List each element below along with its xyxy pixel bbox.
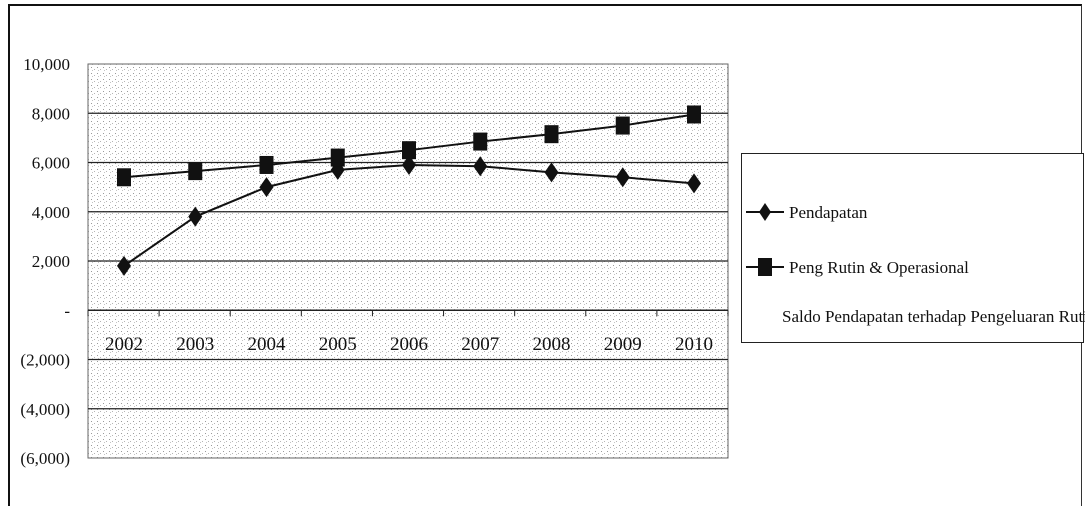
data-point-diamond xyxy=(544,162,559,183)
data-point-square xyxy=(473,132,488,151)
legend: Pendapatan Peng Rutin & Operasional Saldo … xyxy=(741,153,1086,343)
y-tick-label: (2,000) xyxy=(20,351,70,370)
x-tick-label: 2008 xyxy=(533,334,571,355)
y-tick-label: (4,000) xyxy=(20,400,70,419)
legend-diamond-marker xyxy=(759,203,771,221)
data-point-square xyxy=(687,105,701,124)
x-tick-label: 2009 xyxy=(604,334,642,355)
data-point-square xyxy=(544,125,559,144)
x-tick-label: 2006 xyxy=(390,334,428,355)
y-axis-ticks: 10,000 8,000 6,000 4,000 2,000 - (2,000) (4,000… xyxy=(20,55,70,468)
y-tick-label: 2,000 xyxy=(32,252,70,271)
series-layer xyxy=(117,105,701,276)
data-point-square xyxy=(188,162,203,181)
gridlines xyxy=(87,112,729,410)
legend-label: Pendapatan xyxy=(789,203,868,222)
data-point-square xyxy=(330,148,345,167)
y-tick-label: 6,000 xyxy=(32,154,70,173)
x-tick-label: 2003 xyxy=(176,334,214,355)
data-point-diamond xyxy=(188,206,203,227)
data-point-square xyxy=(402,141,416,160)
y-tick-label: - xyxy=(64,301,70,320)
x-tick-label: 2005 xyxy=(319,334,357,355)
data-point-square xyxy=(259,155,274,174)
legend-square-marker xyxy=(758,258,772,276)
y-tick-label: (6,000) xyxy=(20,449,70,468)
data-point-diamond xyxy=(615,167,630,188)
data-point-diamond xyxy=(117,255,131,276)
legend-label: Peng Rutin & Operasional xyxy=(789,258,969,277)
x-tick-label: 2010 xyxy=(675,334,713,355)
legend-svg: Pendapatan Peng Rutin & Operasional Saldo … xyxy=(746,203,1086,326)
y-tick-label: 8,000 xyxy=(32,104,70,123)
legend-label: Saldo Pendapatan terhadap Pengeluaran Ru… xyxy=(782,307,1085,326)
data-point-diamond xyxy=(473,156,488,177)
x-tick-label: 2002 xyxy=(105,334,143,355)
data-point-square xyxy=(615,116,630,135)
y-tick-label: 10,000 xyxy=(23,55,70,74)
x-axis-ticks: 2002 2003 2004 2005 2006 2007 2008 2009 2010 xyxy=(105,334,713,355)
data-point-diamond xyxy=(259,177,274,198)
data-point-diamond xyxy=(687,173,701,194)
data-point-diamond xyxy=(402,154,416,175)
data-point-square xyxy=(117,168,131,187)
x-tick-label: 2004 xyxy=(248,334,287,355)
y-tick-label: 4,000 xyxy=(32,203,70,222)
x-tick-label: 2007 xyxy=(461,334,499,355)
